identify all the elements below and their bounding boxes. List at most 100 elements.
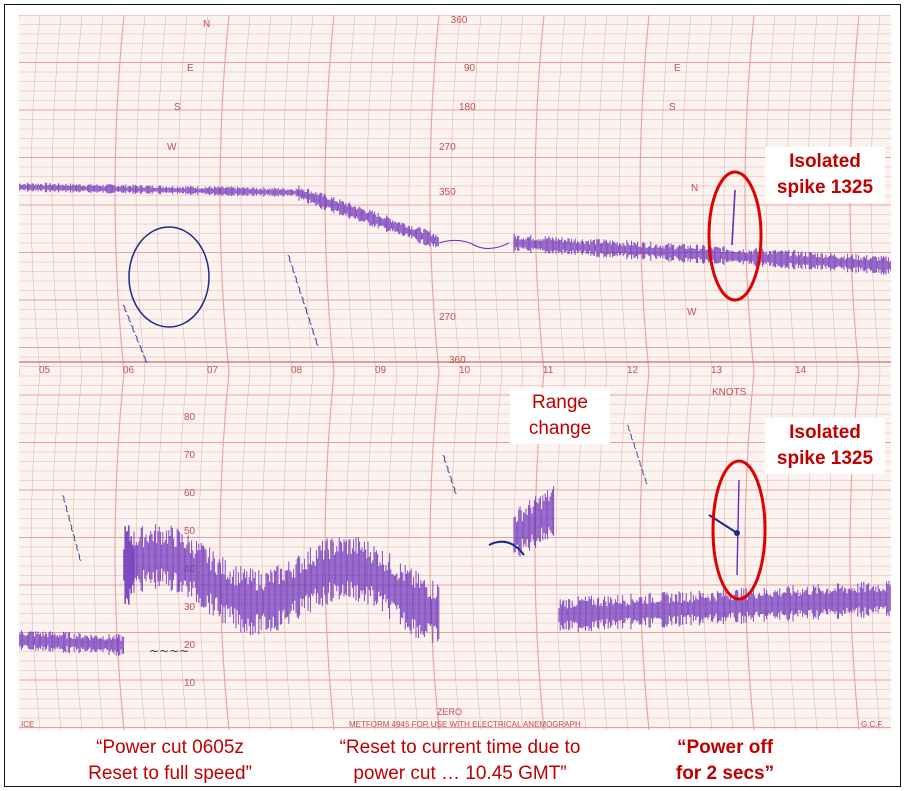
scale-label-350: 350 <box>439 187 456 198</box>
speed-label: 30 <box>184 602 196 613</box>
compass-n: N <box>203 19 210 30</box>
grid-arc <box>345 15 356 730</box>
scale-label-360: 360 <box>451 15 468 26</box>
time-label: 05 <box>39 365 51 376</box>
speed-label: 70 <box>184 450 196 461</box>
note-line: Range <box>532 392 588 413</box>
speed-label: 20 <box>184 640 196 651</box>
grid-arc <box>156 15 167 730</box>
trace-band <box>133 524 440 643</box>
time-axis-labels: 05 06 07 08 09 10 11 12 13 14 <box>39 365 807 376</box>
time-label: 14 <box>795 365 807 376</box>
scale-label-360b: 360 <box>449 355 466 366</box>
compass-s2: S <box>669 102 676 113</box>
footer-left: ICE <box>21 720 34 729</box>
scale-label-180: 180 <box>459 102 476 113</box>
zero-label: ZERO <box>437 707 462 717</box>
trace-band <box>19 182 300 197</box>
grid-arc <box>828 15 839 730</box>
compass-w: W <box>167 142 177 153</box>
speed-axis-labels: 80 70 60 50 40 30 20 10 <box>184 412 196 689</box>
grid-arc <box>72 15 83 730</box>
time-label: 12 <box>627 365 639 376</box>
figure-frame: 360 90 180 270 350 270 360 N E S W N E S… <box>4 4 901 787</box>
time-label: 07 <box>207 365 219 376</box>
caption-line: power cut … 10.45 GMT” <box>353 763 567 784</box>
grid-arc <box>303 15 314 730</box>
grid-arc <box>282 15 293 730</box>
grid-arc <box>51 15 62 730</box>
ink-stroke <box>488 540 525 556</box>
grid-arc <box>765 15 776 730</box>
compass-w2: W <box>687 307 697 318</box>
grid-arc <box>492 15 503 730</box>
grid-arc <box>849 15 860 730</box>
time-label: 11 <box>543 365 554 376</box>
note-range-change: Range change <box>510 388 610 444</box>
grid-arc <box>366 15 377 730</box>
time-label: 06 <box>123 365 135 376</box>
caption-line: for 2 secs” <box>675 763 775 784</box>
grid-arc <box>639 15 650 730</box>
note-line: spike 1325 <box>776 177 874 198</box>
trace-spike-bottom <box>736 479 740 576</box>
wind-traces <box>19 182 891 656</box>
trace-band <box>513 486 555 557</box>
caption-line: “Power off <box>676 737 774 758</box>
chart-paper <box>19 15 891 730</box>
note-line: Isolated <box>789 151 861 172</box>
grid-arc <box>450 15 461 730</box>
note-isolated-spike-bottom: Isolated spike 1325 <box>765 418 885 474</box>
grid-arc <box>534 15 545 730</box>
grid-arc <box>135 15 146 730</box>
scale-label-270: 270 <box>439 142 456 153</box>
grid-arc <box>723 15 734 730</box>
time-label: 09 <box>375 365 387 376</box>
scale-label-270b: 270 <box>439 312 456 323</box>
chart-labels: 360 90 180 270 350 270 360 N E S W N E S… <box>21 15 884 729</box>
footer-right: G.C.F. <box>861 720 884 729</box>
grid-arc <box>471 15 482 730</box>
caption-center: “Reset to current time due to power cut … <box>295 735 625 787</box>
grid-arc <box>30 15 41 730</box>
caption-line: Reset to full speed” <box>88 763 252 784</box>
spike-ring-top <box>707 170 763 302</box>
note-line: change <box>528 418 592 439</box>
footer-center: METFORM 4945 FOR USE WITH ELECTRICAL ANE… <box>349 720 581 729</box>
caption-left: “Power cut 0605z Reset to full speed” <box>45 735 295 787</box>
grid-arc <box>93 15 104 730</box>
grid-arc <box>219 15 230 730</box>
trace-band <box>513 233 891 275</box>
caption-line: “Reset to current time due to <box>339 737 581 758</box>
compass-s: S <box>174 102 181 113</box>
speed-label: 10 <box>184 678 196 689</box>
speed-label: 80 <box>184 412 196 423</box>
spike-ring-bottom <box>711 459 767 601</box>
time-label: 10 <box>459 365 471 376</box>
grid-arc <box>177 15 188 730</box>
trace-band <box>558 580 891 632</box>
time-label: 08 <box>291 365 303 376</box>
note-line: Isolated <box>789 422 861 443</box>
grid-arc <box>870 15 881 730</box>
ink-dot <box>734 530 740 536</box>
trace-band <box>19 630 124 656</box>
time-label: 13 <box>711 365 723 376</box>
grid-arc <box>807 15 818 730</box>
grid-arc <box>597 15 608 730</box>
grid-arc <box>555 15 566 730</box>
caption-right: “Power off for 2 secs” <box>625 735 825 787</box>
ink-note-6: ~~~~ <box>149 644 189 658</box>
speed-label: 50 <box>184 526 196 537</box>
compass-e: E <box>187 63 194 74</box>
knots-label: KNOTS <box>712 387 747 398</box>
ink-ellipse <box>128 226 210 328</box>
trace-spike-top <box>731 189 736 246</box>
anemograph-chart: 360 90 180 270 350 270 360 N E S W N E S… <box>19 15 891 730</box>
compass-e2: E <box>674 63 681 74</box>
trace-band <box>298 185 439 248</box>
speed-label: 60 <box>184 488 196 499</box>
grid-arc <box>261 15 272 730</box>
grid-arc <box>198 15 209 730</box>
caption-line: “Power cut 0605z <box>96 737 244 758</box>
